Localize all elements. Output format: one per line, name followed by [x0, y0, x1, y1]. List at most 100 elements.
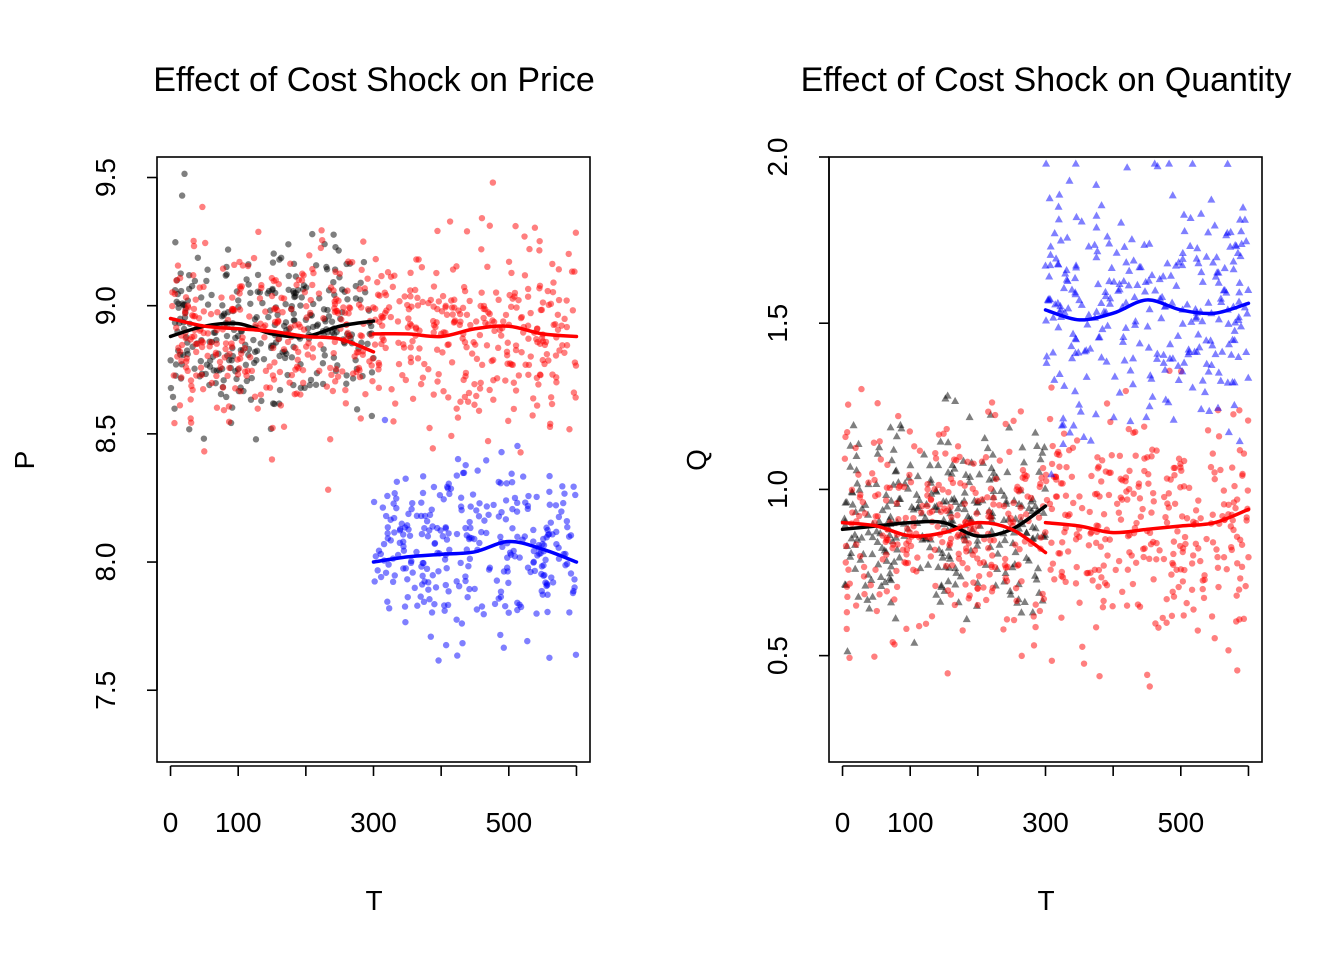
- data-point: [331, 338, 339, 346]
- data-point: [1036, 607, 1044, 615]
- data-point: [547, 394, 555, 401]
- data-point: [242, 361, 250, 369]
- data-point: [846, 441, 855, 449]
- data-point: [250, 254, 258, 262]
- data-point: [954, 512, 961, 519]
- data-point: [1243, 517, 1250, 524]
- data-point: [1226, 227, 1235, 236]
- data-point: [330, 349, 337, 357]
- data-point: [425, 366, 432, 373]
- data-point: [344, 296, 351, 303]
- data-point: [236, 355, 244, 362]
- data-point: [288, 371, 296, 379]
- data-point: [1124, 496, 1131, 503]
- data-point: [190, 242, 198, 250]
- data-point: [954, 533, 961, 540]
- data-point: [198, 371, 205, 379]
- data-point: [1014, 483, 1021, 491]
- data-point: [848, 486, 856, 494]
- data-point: [563, 517, 571, 525]
- data-point: [193, 372, 200, 379]
- data-point: [1150, 159, 1159, 167]
- data-point: [871, 653, 878, 660]
- data-point: [446, 218, 454, 225]
- data-point: [924, 560, 933, 568]
- data-point: [330, 287, 337, 294]
- data-point: [1036, 483, 1043, 491]
- data-point: [1139, 505, 1146, 513]
- x-axis: 0 100 300 500: [835, 765, 1250, 838]
- data-point: [484, 437, 492, 445]
- data-point: [1106, 294, 1115, 302]
- data-point: [1133, 280, 1142, 288]
- data-point: [991, 564, 999, 571]
- data-point: [509, 525, 516, 532]
- data-point: [421, 360, 428, 368]
- data-point: [1047, 566, 1054, 573]
- data-point: [1079, 643, 1086, 650]
- data-point: [1188, 159, 1197, 167]
- data-point: [414, 294, 421, 302]
- data-point: [172, 324, 180, 331]
- data-point: [1184, 345, 1193, 353]
- data-point: [244, 262, 252, 270]
- data-point: [1126, 366, 1135, 374]
- data-point: [430, 329, 437, 336]
- data-point: [375, 366, 382, 373]
- data-point: [309, 281, 316, 289]
- data-point: [1080, 347, 1089, 355]
- data-point: [1171, 471, 1178, 479]
- data-point: [860, 563, 868, 571]
- data-point: [208, 291, 215, 299]
- data-point: [316, 367, 323, 375]
- data-point: [303, 314, 310, 321]
- data-point: [855, 512, 863, 520]
- data-point: [1104, 552, 1111, 559]
- data-point: [285, 272, 292, 280]
- data-point: [274, 311, 281, 319]
- data-point: [328, 318, 336, 325]
- data-point: [221, 310, 228, 317]
- data-point: [1086, 436, 1095, 444]
- data-point: [501, 602, 509, 610]
- data-point: [327, 436, 334, 443]
- data-point: [478, 214, 486, 222]
- data-point: [995, 540, 1004, 548]
- data-point: [913, 471, 922, 480]
- data-point: [906, 461, 915, 469]
- data-point: [307, 376, 315, 384]
- data-point: [1091, 410, 1100, 418]
- data-point: [391, 272, 398, 279]
- data-point: [1232, 504, 1239, 512]
- data-point: [275, 280, 282, 288]
- data-point: [1115, 557, 1123, 565]
- data-point: [1230, 326, 1239, 334]
- data-point: [442, 641, 450, 649]
- data-point: [1001, 561, 1009, 569]
- data-point: [1220, 487, 1228, 494]
- data-point: [492, 289, 500, 296]
- data-point: [1056, 236, 1065, 244]
- data-point: [1188, 560, 1196, 567]
- data-point: [962, 614, 971, 623]
- data-point: [533, 335, 540, 343]
- data-point: [269, 372, 277, 379]
- data-point: [497, 631, 504, 639]
- data-point: [453, 530, 461, 538]
- data-point: [1197, 209, 1206, 217]
- data-point: [400, 531, 407, 538]
- data-point: [1107, 263, 1116, 271]
- data-point: [1086, 508, 1093, 516]
- data-point: [1045, 272, 1054, 280]
- data-point: [360, 258, 368, 266]
- data-point: [1198, 376, 1207, 384]
- data-point: [378, 272, 385, 280]
- data-point: [1180, 612, 1187, 619]
- data-point: [169, 302, 176, 310]
- data-point: [1163, 259, 1172, 267]
- data-point: [1199, 585, 1206, 593]
- data-point: [549, 579, 557, 586]
- data-point: [419, 572, 426, 580]
- data-point: [1153, 447, 1160, 454]
